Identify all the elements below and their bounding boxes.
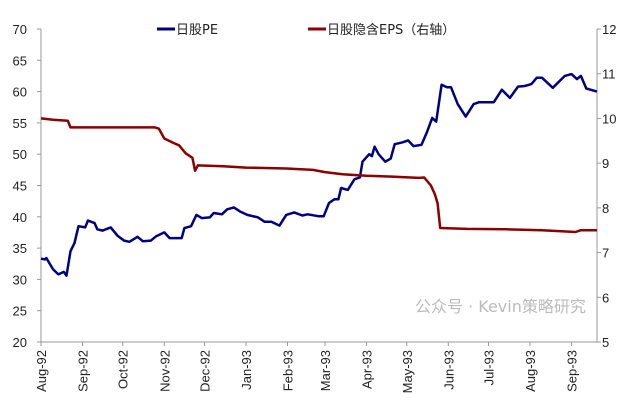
y2-tick-label: 12 xyxy=(602,22,616,37)
x-tick-label: Apr-93 xyxy=(360,350,375,389)
x-tick-label: Feb-93 xyxy=(281,350,296,391)
x-tick-label: Jan-93 xyxy=(239,350,254,390)
legend-label-eps: 日股隐含EPS（右轴） xyxy=(327,22,455,38)
x-tick-label: Jul-93 xyxy=(481,350,496,385)
y-tick-label: 70 xyxy=(13,22,27,37)
x-tick-label: Jun-93 xyxy=(441,350,456,390)
y-tick-label: 50 xyxy=(13,147,27,162)
y-tick-label: 55 xyxy=(13,116,27,131)
legend-label-pe: 日股PE xyxy=(176,23,218,38)
x-tick-label: Oct-92 xyxy=(116,350,131,389)
y-tick-label: 60 xyxy=(13,85,27,100)
y-tick-label: 30 xyxy=(13,272,27,287)
legend: 日股PE 日股隐含EPS（右轴） xyxy=(157,22,455,38)
x-tick-label: May-93 xyxy=(400,350,415,393)
y2-tick-label: 5 xyxy=(602,335,609,350)
series-lines xyxy=(40,72,598,277)
series-line-pe xyxy=(40,72,598,277)
x-tick-label: Sep-92 xyxy=(76,350,91,392)
y2-tick-label: 11 xyxy=(602,67,616,82)
y-tick-label: 45 xyxy=(13,179,27,194)
y-tick-label: 65 xyxy=(13,53,27,68)
x-tick-label: Sep-93 xyxy=(565,350,580,392)
y2-tick-label: 7 xyxy=(602,246,609,261)
y2-tick-label: 8 xyxy=(602,201,609,216)
y-tick-label: 35 xyxy=(13,241,27,256)
y-tick-label: 25 xyxy=(13,304,27,319)
x-tick-label: Nov-92 xyxy=(157,350,172,392)
y-tick-label: 40 xyxy=(13,210,27,225)
y2-tick-label: 9 xyxy=(602,156,609,171)
watermark: 公众号 · Kevin策略研究 xyxy=(415,297,586,316)
y-tick-label: 20 xyxy=(13,335,27,350)
x-tick-label: Aug-93 xyxy=(523,350,538,392)
x-tick-label: Dec-92 xyxy=(197,350,212,392)
axes: 20 25 30 35 40 45 50 55 60 65 70 5 6 7 8 9 10 11 12 Aug-92 S… xyxy=(13,22,617,393)
x-tick-label: Mar-93 xyxy=(318,350,333,391)
x-tick-label: Aug-92 xyxy=(34,350,49,392)
series-line-eps xyxy=(40,117,597,234)
y2-tick-label: 10 xyxy=(602,111,616,126)
y2-tick-label: 6 xyxy=(602,290,609,305)
